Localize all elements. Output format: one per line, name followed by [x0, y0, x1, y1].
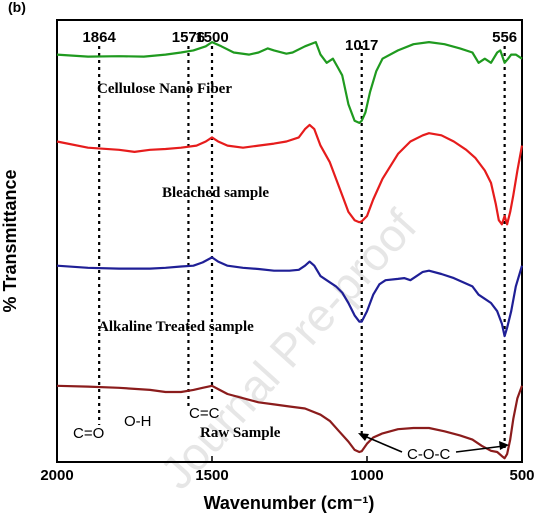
peak-marker-label: 1017: [345, 37, 378, 54]
series-label-alkaline: Alkaline Treated sample: [98, 319, 254, 335]
series-label-bleached: Bleached sample: [162, 185, 269, 201]
series-line-2: [56, 256, 524, 338]
peak-marker-label: 1576: [172, 29, 205, 46]
spectrum-series: [56, 41, 524, 460]
x-tick-label: 500: [509, 467, 534, 484]
band-label-oh: O-H: [124, 413, 152, 430]
y-axis-title: % Transmittance: [0, 169, 20, 312]
x-tick-label: 1000: [350, 467, 383, 484]
peak-marker-label: 1500: [195, 29, 228, 46]
plot-frame: [56, 19, 523, 463]
x-tick-label: 2000: [40, 467, 73, 484]
series-label-raw: Raw Sample: [200, 425, 281, 441]
peak-marker-label: 556: [492, 29, 517, 46]
watermark: Journal Pre-proof: [150, 200, 427, 499]
series-line-1: [56, 123, 524, 226]
band-label-co: C=O: [73, 425, 104, 442]
series-line-0: [56, 41, 523, 124]
band-label-coc: C-O-C: [407, 446, 450, 463]
series-label-cnf: Cellulose Nano Fiber: [97, 81, 232, 97]
x-axis-title: Wavenumber (cm⁻¹): [204, 493, 375, 513]
coc-arrow: [358, 433, 509, 453]
band-label-cc: C=C: [189, 405, 220, 422]
peak-marker-label: 1864: [82, 29, 116, 46]
peak-marker-lines: [98, 46, 506, 452]
series-line-3: [56, 384, 524, 460]
x-axis-ticks: 2000 1500 1000 500: [40, 456, 535, 484]
panel-tag: (b): [8, 0, 26, 15]
x-tick-label: 1500: [195, 467, 228, 484]
